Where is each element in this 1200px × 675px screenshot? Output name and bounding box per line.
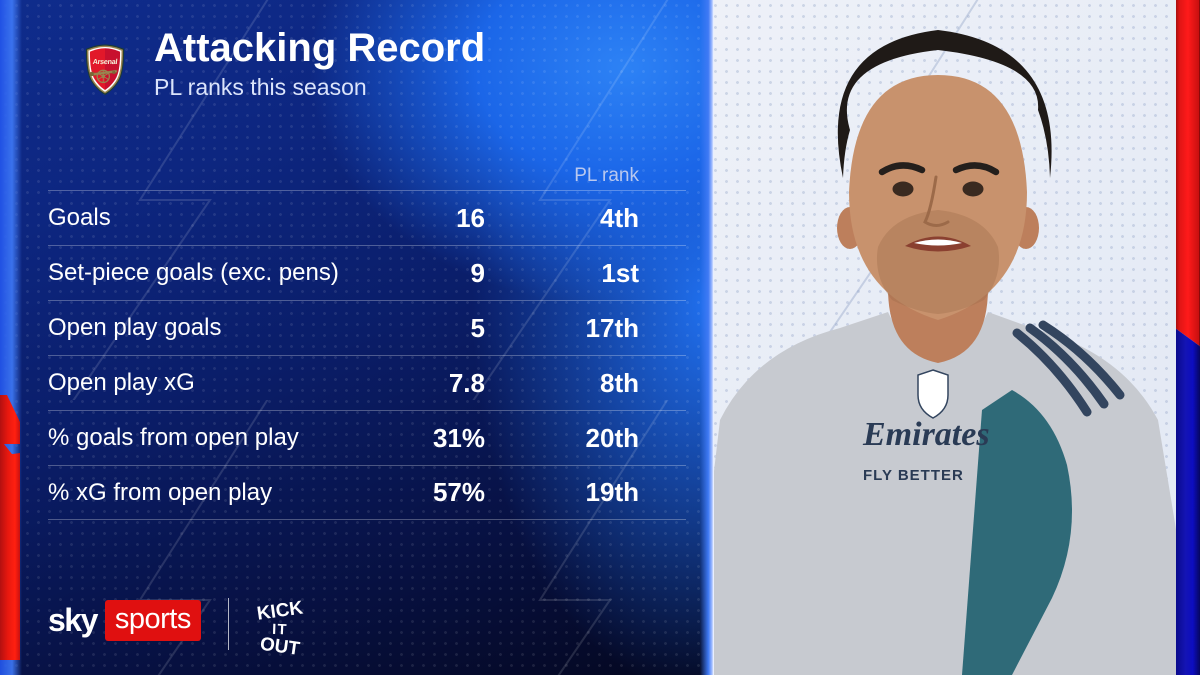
svg-text:Arsenal: Arsenal <box>92 57 118 66</box>
svg-text:Emirates: Emirates <box>862 416 990 453</box>
svg-text:FLY BETTER: FLY BETTER <box>863 467 964 484</box>
svg-text:OUT: OUT <box>259 634 302 660</box>
svg-text:KICK: KICK <box>256 597 305 624</box>
